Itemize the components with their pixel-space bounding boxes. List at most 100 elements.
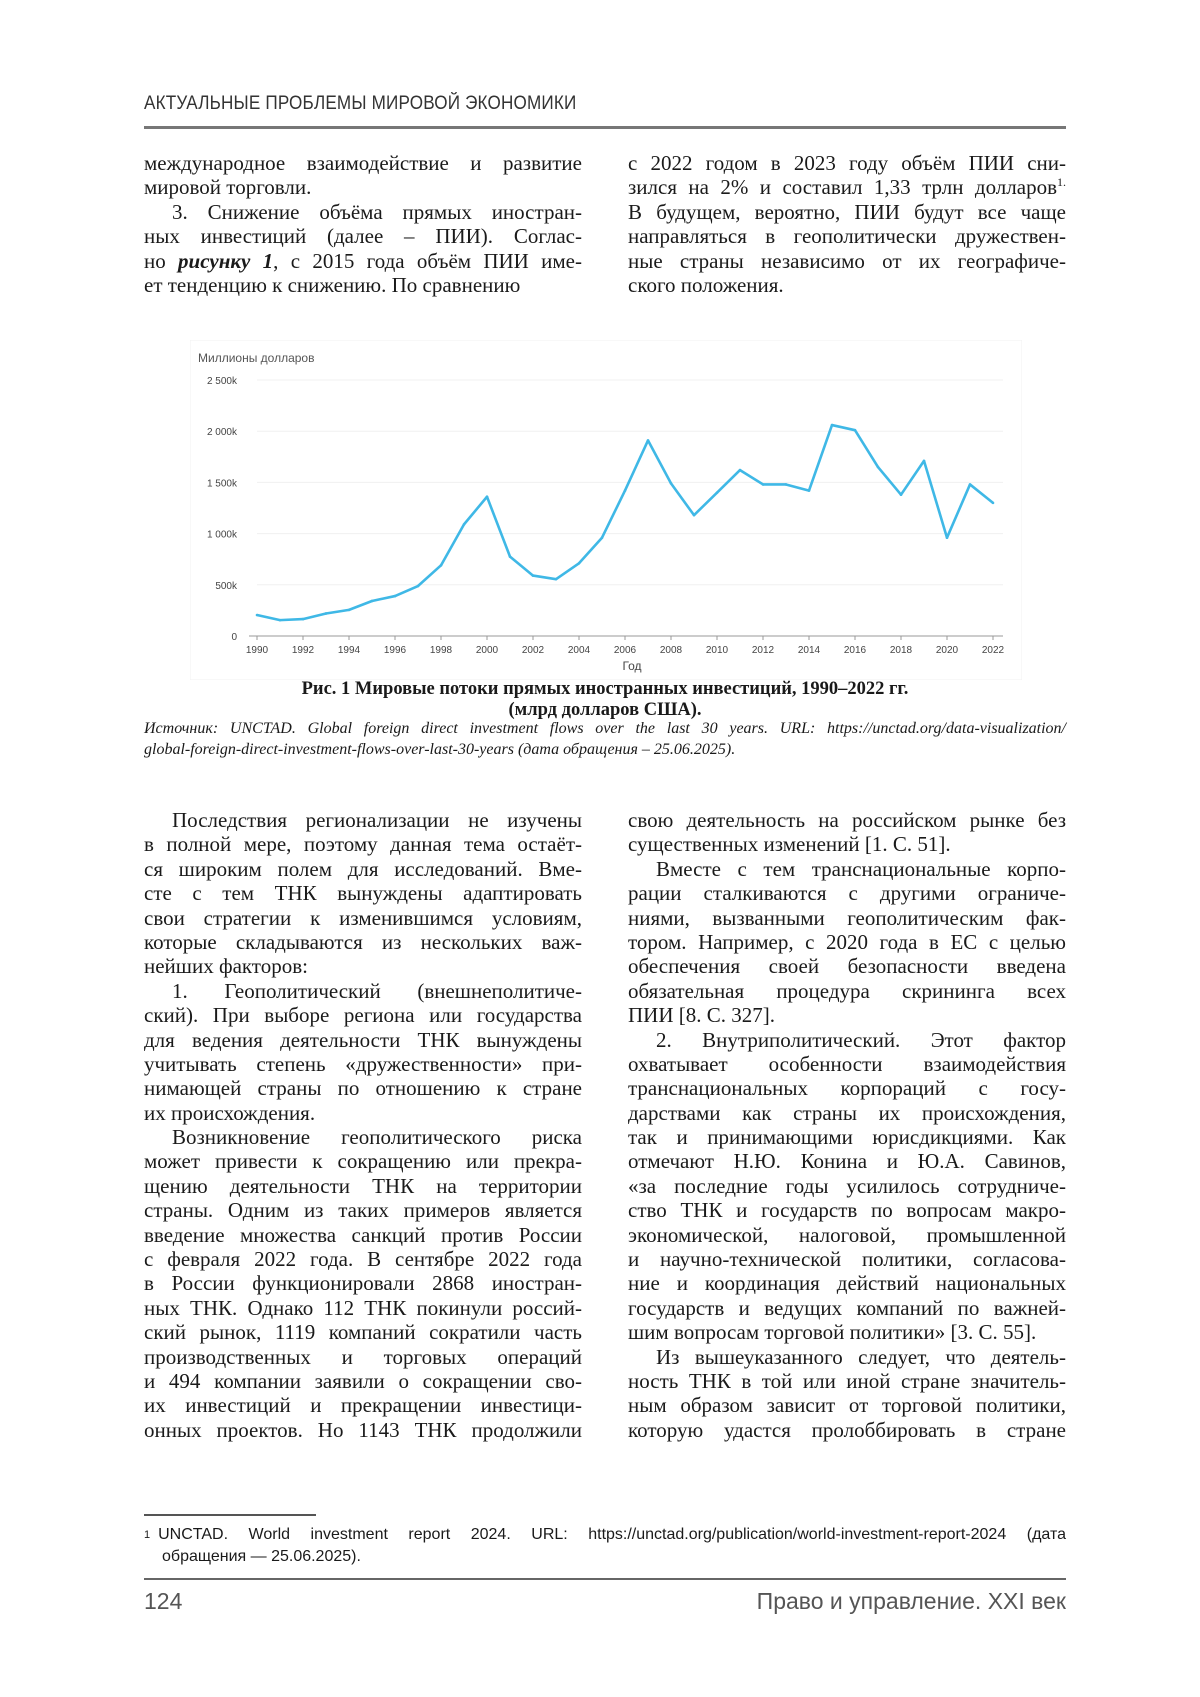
- paragraph: 2. Внутриполитический. Этот фактор охваты…: [628, 1028, 1066, 1345]
- text-line: государств и ведущих компаний по важней-: [628, 1295, 1066, 1320]
- data-point-2015: [830, 423, 834, 427]
- figure-caption: Рис. 1 Мировые потоки прямых иностранных…: [144, 679, 1066, 721]
- running-title: АКТУАЛЬНЫЕ ПРОБЛЕМЫ МИРОВОЙ ЭКОНОМИКИ: [144, 93, 577, 114]
- footnote: 1 UNCTAD. World investment report 2024. U…: [144, 1524, 1066, 1568]
- data-point-1998: [439, 564, 443, 567]
- text-line: их инвестиций и прекращении инвестици-: [144, 1393, 582, 1418]
- data-point-1991: [278, 618, 282, 622]
- caption-line-2: (млрд долларов США).: [508, 700, 702, 720]
- text-line: с февраля 2022 года. В сентябре 2022 год…: [144, 1247, 582, 1272]
- data-point-2007: [646, 439, 650, 442]
- chart-background: [189, 339, 1023, 681]
- text-line: ным образом зависит от торговой политики…: [628, 1393, 1066, 1418]
- text-line: которые складываются из нескольких важ-: [144, 929, 582, 954]
- text-line: нимающей страны по отношению к стране: [144, 1076, 582, 1101]
- x-tick-label: 2022: [982, 645, 1005, 656]
- y-tick-label: 1 000k: [207, 530, 238, 541]
- paragraph: с 2022 годом в 2023 году объём ПИИ сни-з…: [628, 151, 1066, 297]
- x-tick-label: 1998: [430, 645, 453, 656]
- data-point-2014: [807, 489, 811, 492]
- data-point-2013: [784, 483, 788, 486]
- source-line-1: Источник: UNCTAD. Global foreign direct …: [144, 720, 1066, 737]
- text-line: в полной мере, поэтому данная тема остаё…: [144, 832, 582, 857]
- text-line: введение множества санкций против России: [144, 1222, 582, 1247]
- paragraph: 1. Геополитический (внешнеполитиче-ский)…: [144, 979, 582, 1125]
- data-point-2020: [945, 536, 949, 539]
- text-line: обеспечения своей безопасности введена: [628, 954, 1066, 979]
- text-line: в России функционировали 2868 иностран-: [144, 1271, 582, 1296]
- data-point-1999: [462, 523, 466, 526]
- y-tick-label: 1 500k: [207, 478, 238, 489]
- data-point-1990: [255, 613, 259, 617]
- x-axis-title: Год: [622, 659, 641, 673]
- text-line: ных ТНК. Однако 112 ТНК покинули россий-: [144, 1295, 582, 1320]
- data-point-2008: [669, 482, 673, 485]
- text-line: зился на 2% и составил 1,33 трлн долларо…: [628, 175, 1066, 200]
- text-line: учитывать степень «дружественности» при-: [144, 1051, 582, 1076]
- text-line: для ведения деятельности ТНК вынуждены: [144, 1027, 582, 1052]
- text-line: направляться в геополитически дружествен…: [628, 224, 1066, 249]
- text-line: ПИИ [8. С. 327].: [628, 1003, 775, 1028]
- x-tick-label: 1996: [384, 645, 407, 656]
- text-line: онных проектов. Но 1143 ТНК продолжили: [144, 1417, 582, 1442]
- data-point-1993: [324, 612, 328, 615]
- text-line: Из вышеуказанного следует, что деятель-: [656, 1344, 1066, 1369]
- x-tick-label: 2002: [522, 645, 545, 656]
- text-line: и научно-технической политики, согласова…: [628, 1247, 1066, 1272]
- text-line: экономической, налоговой, промышленной: [628, 1222, 1066, 1247]
- x-tick-label: 2012: [752, 645, 775, 656]
- text-line: их происхождения.: [144, 1100, 316, 1125]
- journal-title: Право и управление. XXI век: [756, 1588, 1066, 1614]
- paragraph: Из вышеуказанного следует, что деятель-н…: [628, 1345, 1066, 1443]
- column-bottom-left: Последствия регионализации не изучены в п…: [144, 808, 582, 1442]
- y-tick-label: 2 000k: [207, 427, 238, 438]
- text-line: которую удастся пролоббировать в стране: [628, 1417, 1066, 1442]
- paragraph: 3. Снижение объёма прямых иностран-ных и…: [144, 200, 582, 298]
- data-point-1997: [416, 584, 420, 588]
- text-line: ниями, вызванными геополитическим фак-: [628, 905, 1066, 930]
- text-line: может привести к сокращению или прекра-: [144, 1149, 582, 1174]
- text-line: свои стратегии к изменившимся условиям,: [144, 905, 582, 930]
- x-tick-label: 2008: [660, 645, 683, 656]
- paragraph: международное взаимодействие и развитие м…: [144, 151, 582, 200]
- data-point-2005: [600, 536, 604, 539]
- text-line: ского положения.: [628, 272, 784, 297]
- y-tick-label: 500k: [215, 581, 238, 592]
- page-number: 124: [144, 1588, 183, 1614]
- footnote-mark: 1: [144, 1529, 151, 1541]
- y-tick-label: 2 500k: [207, 376, 238, 387]
- text-line: международное взаимодействие и развитие: [144, 151, 582, 175]
- x-tick-label: 2000: [476, 645, 499, 656]
- data-point-2017: [876, 465, 880, 469]
- data-point-2002: [531, 574, 535, 577]
- data-point-2016: [853, 428, 857, 432]
- text-line: мировой торговли.: [144, 175, 312, 200]
- text-line: свою деятельность на российском рынке бе…: [628, 808, 1066, 832]
- figure-source: Источник: UNCTAD. Global foreign direct …: [144, 718, 1066, 760]
- text-line: Вместе с тем транснациональные корпо-: [656, 856, 1066, 881]
- text-line: охватывает особенности взаимодействия: [628, 1051, 1066, 1076]
- text-line: ский). При выборе региона или государств…: [144, 1003, 582, 1028]
- x-tick-label: 2014: [798, 645, 821, 656]
- text-line: так и принимающими юрисдикциями. Как: [628, 1125, 1066, 1150]
- text-line: и 494 компании заявили о сокращении сво-: [144, 1368, 582, 1393]
- text-line: Возникновение геополитического риска: [172, 1125, 582, 1150]
- text-line: 3. Снижение объёма прямых иностран-: [172, 199, 582, 224]
- data-point-2000: [485, 495, 489, 499]
- data-point-2019: [922, 459, 926, 463]
- footer-rule: [144, 1578, 1066, 1580]
- paragraph: Вместе с тем транснациональные корпо-рац…: [628, 857, 1066, 1028]
- text-line: ство ТНК и государств по вопросам макро-: [628, 1198, 1066, 1223]
- data-point-2022: [991, 501, 995, 505]
- x-tick-label: 1992: [292, 645, 315, 656]
- paragraph: Последствия регионализации не изучены в п…: [144, 808, 582, 979]
- data-point-1995: [370, 599, 374, 603]
- y-axis-title: Миллионы долларов: [198, 351, 314, 365]
- text-line: ние и координация действий национальных: [628, 1271, 1066, 1296]
- column-top-left: международное взаимодействие и развитие м…: [144, 151, 582, 297]
- x-tick-label: 2010: [706, 645, 729, 656]
- data-point-1992: [301, 617, 305, 621]
- data-point-2006: [623, 489, 627, 492]
- data-point-2010: [715, 491, 719, 494]
- text-line: ных инвестиций (далее – ПИИ). Соглас-: [144, 224, 582, 249]
